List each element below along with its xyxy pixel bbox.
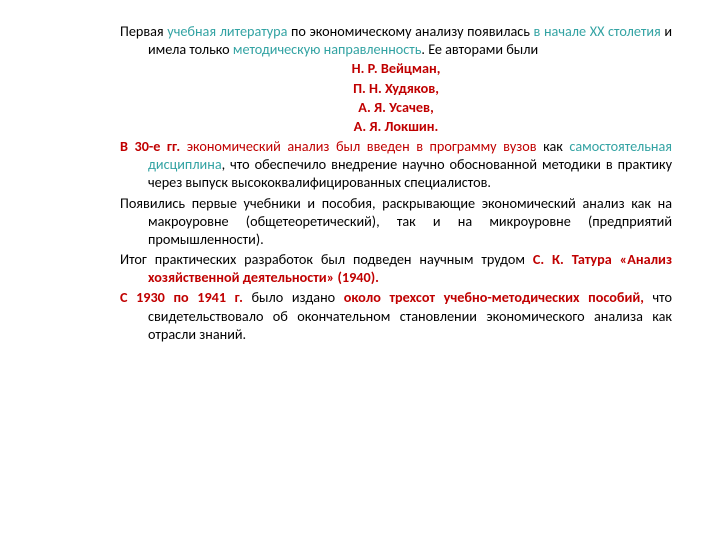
text: Появились первые учебники и пособия, рас… bbox=[120, 194, 672, 248]
text: Первая bbox=[120, 22, 167, 40]
text: как bbox=[543, 137, 569, 155]
highlight-red: экономический анализ был введен в програ… bbox=[187, 137, 543, 155]
highlight-teal: в начале ХХ столетия bbox=[534, 22, 665, 40]
paragraph-3: Появились первые учебники и пособия, рас… bbox=[120, 194, 672, 249]
author-4: А. Я. Локшин. bbox=[120, 117, 672, 135]
highlight-teal: учебная литература bbox=[167, 22, 291, 40]
text: Итог практических разработок был подведе… bbox=[120, 250, 533, 268]
author-2: П. Н. Худяков, bbox=[120, 79, 672, 97]
paragraph-2: В 30-е гг. экономический анализ был введ… bbox=[120, 137, 672, 192]
author-3: А. Я. Усачев, bbox=[120, 98, 672, 116]
text: было издано bbox=[251, 288, 343, 306]
text: . Ее авторами были bbox=[421, 40, 538, 58]
author-1: Н. Р. Вейцман, bbox=[120, 59, 672, 77]
highlight-red: С 1930 по 1941 г. bbox=[120, 288, 251, 306]
paragraph-1: Первая учебная литература по экономическ… bbox=[120, 22, 672, 58]
text: , что обеспечило внедрение научно обосно… bbox=[148, 155, 672, 191]
highlight-teal: методическую направленность bbox=[233, 40, 422, 58]
highlight-red: В 30-е гг. bbox=[120, 137, 187, 155]
paragraph-4: Итог практических разработок был подведе… bbox=[120, 250, 672, 286]
paragraph-5: С 1930 по 1941 г. было издано около трех… bbox=[120, 288, 672, 343]
highlight-red: около трехсот учебно-методических пособи… bbox=[344, 288, 653, 306]
slide-body: Первая учебная литература по экономическ… bbox=[0, 0, 720, 363]
text: по экономическому анализу появилась bbox=[291, 22, 534, 40]
